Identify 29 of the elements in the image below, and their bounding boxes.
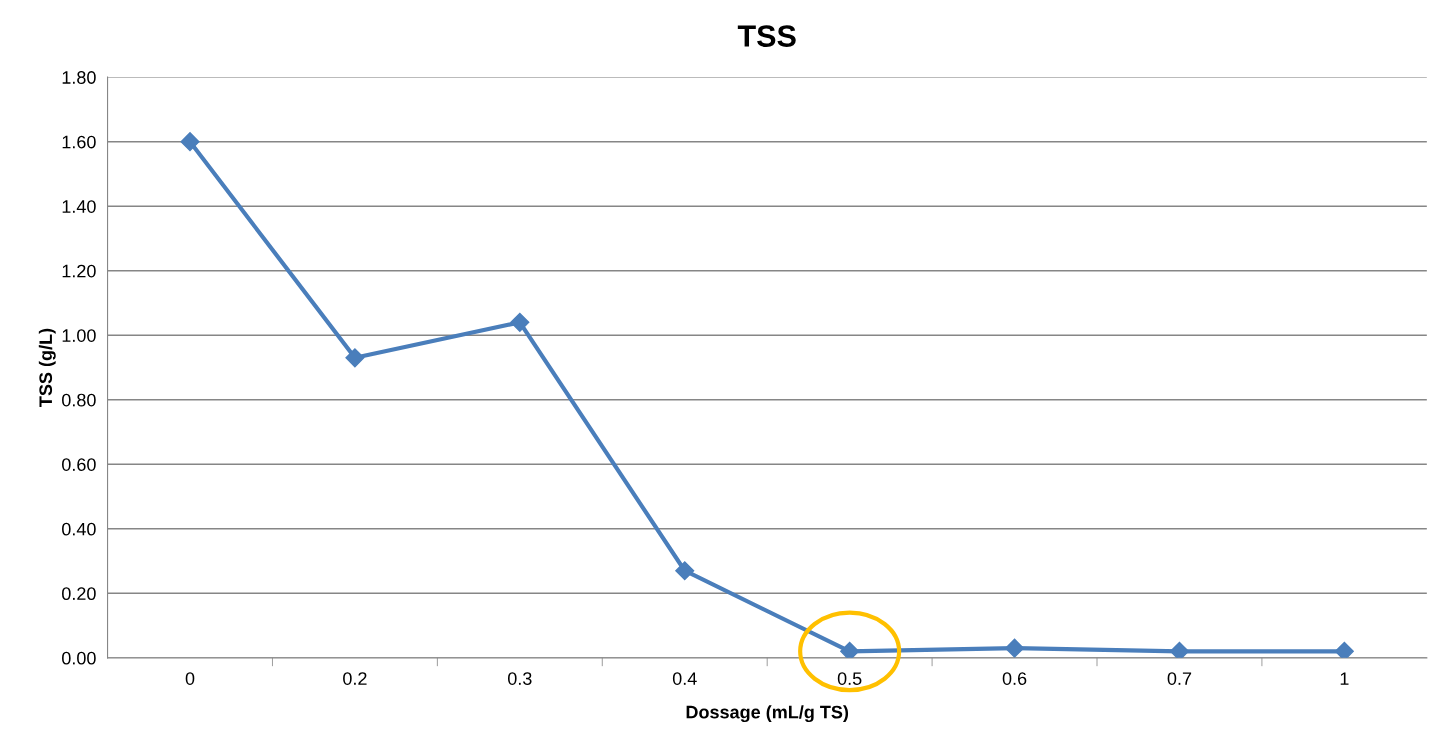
- x-tick-label: 0.7: [1167, 672, 1192, 685]
- y-axis-title: TSS (g/L): [38, 328, 56, 407]
- point: [840, 641, 860, 658]
- y-tick-label: 0.80: [62, 393, 96, 407]
- x-tick-label: 1: [1340, 672, 1349, 685]
- y-tick-label: 1.40: [62, 200, 96, 213]
- x-tick-label: 0.2: [343, 672, 367, 685]
- x-tick-label: 0.5: [837, 672, 862, 685]
- point: [1005, 638, 1025, 658]
- y-tick-label: 0.60: [62, 458, 96, 471]
- x-tick-label: 0: [185, 672, 195, 685]
- point: [510, 312, 530, 332]
- x-tick-label: 0.3: [507, 672, 532, 685]
- y-tick-label: 1.60: [62, 135, 96, 149]
- y-tick-label: 0.00: [62, 651, 96, 665]
- point: [675, 561, 695, 581]
- point: [345, 348, 365, 368]
- x-tick-label: 0.6: [1002, 672, 1027, 685]
- y-tick-label: 1.00: [62, 329, 96, 342]
- y-tick-label: 0.40: [62, 522, 96, 536]
- x-tick-label: 0.4: [672, 672, 697, 685]
- point: [180, 132, 200, 152]
- point: [1169, 641, 1189, 658]
- y-tick-label: 1.80: [62, 71, 96, 84]
- y-tick-label: 0.20: [62, 587, 96, 601]
- chart-title: TSS: [737, 25, 796, 47]
- x-axis-title: Dossage (mL/g TS): [686, 705, 849, 723]
- point: [1334, 641, 1354, 658]
- y-tick-label: 1.20: [62, 264, 96, 278]
